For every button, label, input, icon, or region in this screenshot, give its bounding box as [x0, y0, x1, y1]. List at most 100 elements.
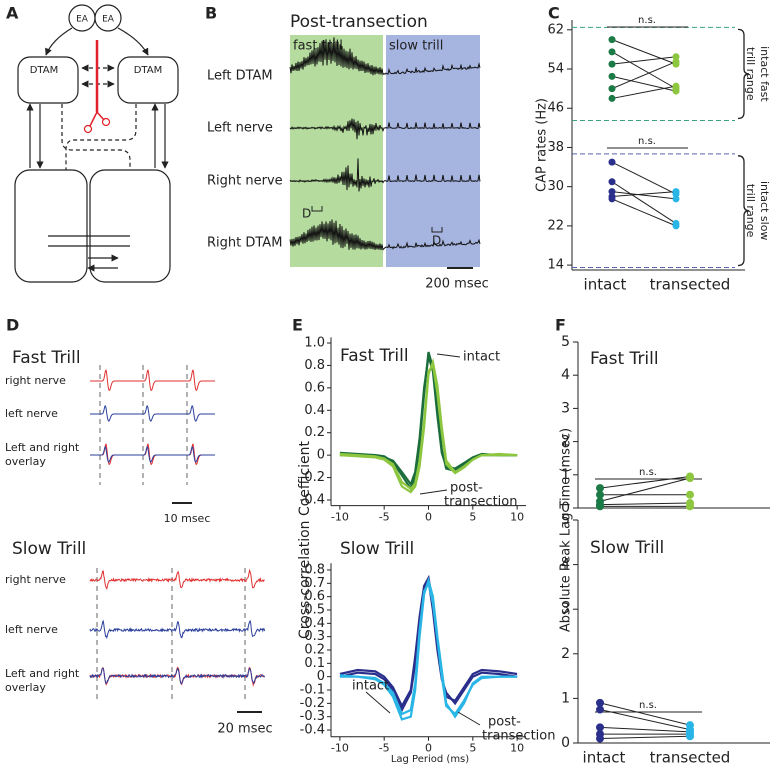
trace	[289, 219, 481, 251]
y-tick-label: 3	[561, 601, 570, 617]
section-title: Slow Trill	[12, 539, 86, 559]
trace	[289, 158, 481, 192]
scale-label: 200 msec	[425, 277, 489, 292]
y-tick-label: -0.2	[300, 696, 325, 711]
pair-line	[599, 702, 691, 726]
trace	[90, 443, 215, 465]
y-tick-label: 1	[561, 690, 570, 706]
annotation: post-	[488, 715, 521, 730]
x-tick-label: -5	[379, 742, 390, 755]
y-tick-label: 2	[561, 434, 570, 450]
trace-label: left nerve	[5, 407, 58, 420]
pair-line	[611, 161, 677, 195]
point	[686, 490, 694, 499]
series-line	[339, 580, 518, 716]
point	[596, 484, 604, 493]
trace	[89, 667, 266, 685]
point	[672, 58, 680, 66]
y-axis-label: CAP rates (Hz)	[535, 98, 550, 192]
point	[608, 94, 616, 102]
trace	[90, 369, 215, 391]
range-label: trill range	[744, 184, 757, 238]
y-tick-label: 0.2	[304, 643, 325, 658]
x-tick-label: 0	[425, 742, 432, 755]
y-tick-label: 0.8	[304, 358, 325, 373]
x-tick-label: -5	[379, 511, 390, 524]
significance-label: n.s.	[638, 15, 656, 26]
trace	[89, 619, 266, 640]
chart-title: Slow Trill	[340, 539, 414, 559]
annotation: intact	[463, 350, 500, 365]
trace-label: left nerve	[5, 623, 58, 636]
y-tick-label: 0	[317, 669, 325, 684]
point	[596, 705, 604, 714]
trace	[90, 446, 215, 463]
x-tick-label: intact	[583, 749, 626, 764]
pair-line	[599, 735, 691, 740]
trace-label: overlay	[5, 455, 46, 468]
point	[672, 53, 680, 61]
annotation-line	[365, 691, 391, 714]
y-axis-label: Cross-correlation Coefficient	[297, 440, 313, 639]
annotation-line	[436, 353, 461, 358]
trace-label: right nerve	[5, 374, 66, 387]
trace-label: Left DTAM	[207, 69, 273, 84]
pair-line	[599, 726, 691, 733]
trace-label: Right DTAM	[207, 236, 282, 251]
pair-line	[599, 477, 691, 502]
point	[596, 723, 604, 732]
x-tick-label: 0	[425, 511, 432, 524]
point	[608, 36, 616, 44]
y-tick-label: 3	[561, 400, 570, 416]
x-tick-label: transected	[650, 749, 731, 764]
panel-label: D	[6, 316, 19, 335]
panel-label: E	[292, 316, 303, 335]
y-tick-label: 0.4	[304, 616, 325, 631]
node-label: EA	[76, 15, 89, 25]
panel-label: C	[548, 4, 560, 23]
y-tick-label: 14	[547, 258, 564, 273]
x-tick-label: transected	[650, 276, 731, 294]
point	[686, 502, 694, 511]
point	[672, 87, 680, 95]
point	[608, 85, 616, 93]
y-tick-label: 30	[547, 179, 564, 194]
range-bracket	[737, 28, 750, 120]
pair-line	[611, 191, 677, 200]
bracket	[311, 206, 323, 212]
y-tick-label: 46	[547, 101, 564, 116]
y-tick-label: 5	[561, 334, 570, 350]
pair-line	[599, 475, 691, 489]
y-tick-label: 38	[547, 140, 564, 155]
chart-title: Slow Trill	[590, 538, 664, 558]
panel-label: A	[6, 4, 19, 23]
trace-label: overlay	[5, 681, 46, 694]
y-tick-label: 0.2	[304, 425, 325, 440]
trace-label: Left nerve	[207, 121, 273, 136]
range-label: intact slow	[758, 181, 771, 240]
trace	[90, 405, 215, 422]
region-label: slow trill	[389, 39, 443, 54]
pair-line	[611, 181, 677, 224]
y-tick-label: -0.1	[300, 683, 325, 698]
panel-label: F	[555, 316, 566, 335]
pair-line	[611, 75, 677, 92]
significance-label: n.s.	[639, 467, 657, 478]
y-tick-label: 0	[317, 448, 325, 463]
y-tick-label: 0	[561, 500, 570, 516]
annotation-line	[419, 489, 448, 495]
pair-line	[611, 51, 677, 90]
pair-line	[611, 56, 677, 65]
point	[672, 82, 680, 90]
annotation: post-	[450, 481, 483, 496]
y-tick-label: 1.0	[304, 336, 325, 351]
significance-label: n.s.	[638, 136, 656, 147]
y-tick-label: 2	[561, 646, 570, 662]
point	[596, 734, 604, 743]
y-tick-label: -0.4	[300, 723, 325, 738]
y-tick-label: 0.8	[304, 562, 325, 577]
trace-label: Right nerve	[207, 174, 283, 189]
pair-line	[611, 61, 677, 90]
range-label: trill range	[744, 47, 757, 101]
chart-title: Fast Trill	[590, 349, 659, 369]
